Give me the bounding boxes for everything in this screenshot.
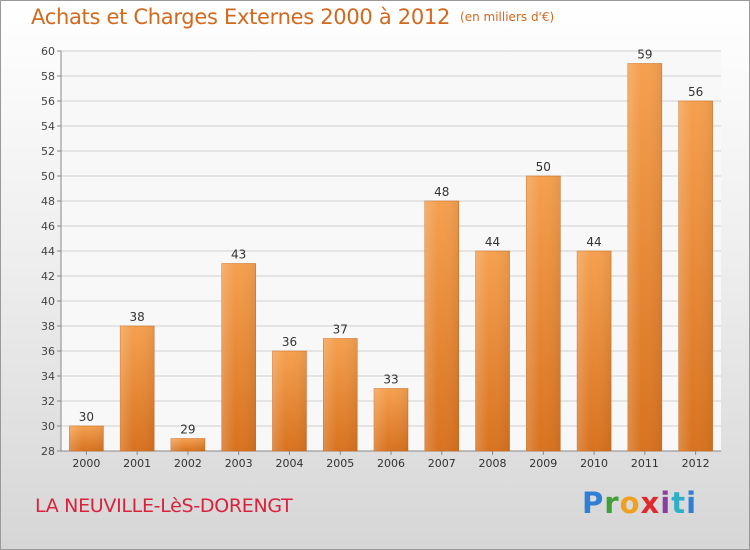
- y-tick-label: 58: [41, 70, 55, 83]
- proxiti-logo: Proxiti: [582, 486, 697, 520]
- bars: [69, 63, 713, 452]
- bar-shine: [272, 351, 307, 451]
- x-tick-label: 2000: [72, 457, 100, 470]
- y-tick-label: 54: [41, 120, 55, 133]
- bar-shine: [627, 63, 662, 451]
- x-tick-label: 2007: [428, 457, 456, 470]
- x-tick-label: 2003: [225, 457, 253, 470]
- bar-shine: [374, 388, 408, 451]
- logo-letter: P: [582, 486, 605, 520]
- bar-value-label: 38: [130, 310, 145, 324]
- bar-shine: [475, 251, 510, 451]
- bar-value-label: 56: [688, 85, 703, 99]
- logo-letter: i: [686, 486, 698, 520]
- bar-shine: [323, 338, 358, 451]
- bar-shine: [221, 263, 256, 451]
- bar-shine: [69, 426, 104, 451]
- bar-value-label: 36: [282, 335, 297, 349]
- bar-value-label: 33: [383, 373, 398, 387]
- x-tick-label: 2008: [479, 457, 507, 470]
- y-tick-label: 52: [41, 145, 55, 158]
- chart-header: Achats et Charges Externes 2000 à 2012 (e…: [31, 5, 554, 29]
- x-tick-label: 2012: [682, 457, 710, 470]
- bar-shine: [120, 326, 155, 451]
- bar-value-label: 50: [536, 160, 551, 174]
- chart-subtitle: (en milliers d'€): [460, 10, 555, 24]
- y-tick-label: 46: [41, 220, 55, 233]
- y-tick-label: 34: [41, 370, 55, 383]
- x-tick-label: 2006: [377, 457, 405, 470]
- y-tick-label: 48: [41, 195, 55, 208]
- x-tick-label: 2011: [631, 457, 659, 470]
- bar-value-label: 44: [586, 235, 601, 249]
- y-tick-label: 28: [41, 445, 55, 458]
- logo-letter: x: [640, 486, 661, 520]
- y-tick-label: 38: [41, 320, 55, 333]
- x-tick-label: 2004: [275, 457, 303, 470]
- x-tick-label: 2009: [529, 457, 557, 470]
- bar-shine: [170, 438, 205, 451]
- labels: 28 30 32 34 36 38 40 42 44 46 48 50 52 54 56 58 60 30 2000…: [41, 45, 710, 470]
- bar-shine: [678, 101, 713, 451]
- x-tick-label: 2002: [174, 457, 202, 470]
- logo-letter: r: [604, 486, 620, 520]
- y-tick-label: 44: [41, 245, 55, 258]
- y-tick-label: 60: [41, 45, 55, 58]
- bar-value-label: 29: [180, 423, 195, 437]
- x-tick-label: 2010: [580, 457, 608, 470]
- x-tick-label: 2005: [326, 457, 354, 470]
- bar-value-label: 37: [333, 323, 348, 337]
- location-name: LA NEUVILLE-LèS-DORENGT: [35, 495, 293, 517]
- y-tick-label: 50: [41, 170, 55, 183]
- bar-value-label: 30: [79, 410, 94, 424]
- y-tick-label: 42: [41, 270, 55, 283]
- bar-shine: [424, 201, 459, 451]
- y-tick-label: 30: [41, 420, 55, 433]
- logo-letter: t: [671, 486, 687, 520]
- x-tick-label: 2001: [123, 457, 151, 470]
- chart-title: Achats et Charges Externes 2000 à 2012: [31, 5, 451, 29]
- logo-letter: i: [660, 486, 672, 520]
- bar-shine: [526, 176, 561, 451]
- bar-value-label: 43: [231, 248, 246, 262]
- y-tick-label: 40: [41, 295, 55, 308]
- y-tick-label: 36: [41, 345, 55, 358]
- y-tick-label: 56: [41, 95, 55, 108]
- bar-shine: [577, 251, 612, 451]
- bar-value-label: 44: [485, 235, 500, 249]
- bar-value-label: 59: [637, 48, 652, 62]
- bar-value-label: 48: [434, 185, 449, 199]
- y-tick-label: 32: [41, 395, 55, 408]
- logo-letter: o: [619, 486, 641, 520]
